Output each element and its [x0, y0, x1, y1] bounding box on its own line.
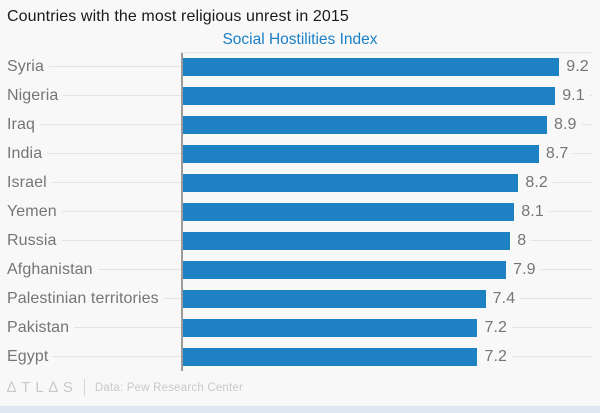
- category-label: India: [7, 144, 43, 162]
- bar-nigeria: [183, 86, 556, 105]
- value-leader-line: [573, 153, 592, 154]
- value-leader-line: [581, 124, 592, 125]
- category-label-cell: Yemen: [0, 197, 181, 226]
- label-leader-line: [97, 269, 181, 270]
- category-label: Egypt: [7, 347, 49, 365]
- footer-divider: [83, 379, 85, 396]
- category-label-cell: Egypt: [0, 342, 181, 371]
- label-leader-line: [39, 124, 181, 125]
- value-label: 8.1: [521, 202, 544, 220]
- data-source-label: Data: Pew Research Center: [94, 381, 244, 394]
- label-leader-line: [53, 356, 181, 357]
- chart-row: Afghanistan 7.9: [0, 255, 600, 284]
- value-leader-line: [531, 240, 592, 241]
- category-label-cell: Pakistan: [0, 313, 181, 342]
- bar-area: 8: [181, 226, 592, 255]
- value-label: 8.9: [554, 115, 577, 133]
- label-leader-line: [51, 182, 181, 183]
- category-label-cell: India: [0, 139, 181, 168]
- chart-row: Nigeria 9.1: [0, 81, 600, 110]
- value-leader-line: [548, 211, 592, 212]
- value-label: 8: [517, 231, 527, 249]
- chart-row: Israel 8.2: [0, 168, 600, 197]
- bar-area: 8.9: [181, 110, 592, 139]
- value-leader-line: [589, 95, 592, 96]
- category-label: Syria: [7, 57, 44, 75]
- label-leader-line: [163, 298, 181, 299]
- category-label: Israel: [7, 173, 47, 191]
- bar-area: 7.4: [181, 284, 592, 313]
- value-leader-line: [512, 327, 592, 328]
- bar-india: [183, 144, 539, 163]
- chart-row: Iraq 8.9: [0, 110, 600, 139]
- bar-area: 7.9: [181, 255, 592, 284]
- category-label: Palestinian territories: [7, 289, 159, 307]
- label-leader-line: [61, 211, 181, 212]
- bar-area: 8.2: [181, 168, 592, 197]
- bar-area: 7.2: [181, 313, 592, 342]
- bar-palestinian-territories: [183, 289, 486, 308]
- category-label: Yemen: [7, 202, 57, 220]
- label-leader-line: [63, 95, 181, 96]
- chart-row: Yemen 8.1: [0, 197, 600, 226]
- category-label-cell: Russia: [0, 226, 181, 255]
- category-label: Iraq: [7, 115, 35, 133]
- label-leader-line: [47, 153, 181, 154]
- atlas-logo: ∆TL∆S: [7, 379, 78, 396]
- bar-area: 9.2: [181, 52, 592, 81]
- category-label-cell: Afghanistan: [0, 255, 181, 284]
- bar-iraq: [183, 115, 547, 134]
- category-label-cell: Palestinian territories: [0, 284, 181, 313]
- bottom-accent-strip: [0, 406, 600, 413]
- category-label-cell: Syria: [0, 52, 181, 81]
- value-leader-line: [552, 182, 592, 183]
- chart-row: India 8.7: [0, 139, 600, 168]
- label-leader-line: [74, 327, 181, 328]
- value-label: 7.2: [484, 318, 508, 336]
- category-label-cell: Iraq: [0, 110, 181, 139]
- category-label-cell: Nigeria: [0, 81, 181, 110]
- chart-row: Pakistan 7.2: [0, 313, 600, 342]
- label-leader-line: [61, 240, 181, 241]
- label-leader-line: [48, 66, 181, 67]
- bar-area: 9.1: [181, 81, 592, 110]
- value-leader-line: [512, 356, 592, 357]
- category-label: Nigeria: [7, 86, 59, 104]
- category-label: Pakistan: [7, 318, 70, 336]
- value-label: 8.7: [545, 144, 569, 162]
- chart-row: Russia 8: [0, 226, 600, 255]
- category-label: Russia: [7, 231, 57, 249]
- category-label: Afghanistan: [7, 260, 93, 278]
- value-label: 9.1: [562, 86, 585, 104]
- bar-afghanistan: [183, 260, 507, 279]
- chart-body: Syria 9.2 Nigeria 9.1 Iraq 8.9 India 8.7 Israel 8…: [0, 52, 600, 371]
- bar-egypt: [183, 347, 478, 366]
- bar-area: 8.7: [181, 139, 592, 168]
- bar-area: 8.1: [181, 197, 592, 226]
- bar-syria: [183, 57, 560, 76]
- category-label-cell: Israel: [0, 168, 181, 197]
- value-label: 7.4: [492, 289, 516, 307]
- chart-title: Countries with the most religious unrest…: [7, 8, 349, 25]
- bar-yemen: [183, 202, 515, 221]
- value-label: 8.2: [525, 173, 548, 191]
- bar-area: 7.2: [181, 342, 592, 371]
- footer: ∆TL∆S Data: Pew Research Center: [0, 371, 600, 406]
- chart-row: Palestinian territories 7.4: [0, 284, 600, 313]
- value-label: 7.2: [484, 347, 508, 365]
- value-leader-line: [520, 298, 592, 299]
- chart-row: Egypt 7.2: [0, 342, 600, 371]
- chart-subtitle: Social Hostilities Index: [222, 31, 378, 48]
- bar-pakistan: [183, 318, 478, 337]
- chart-row: Syria 9.2: [0, 52, 600, 81]
- value-leader-line: [540, 269, 592, 270]
- value-label: 9.2: [566, 57, 589, 75]
- value-label: 7.9: [513, 260, 536, 278]
- bar-israel: [183, 173, 519, 192]
- bar-russia: [183, 231, 511, 250]
